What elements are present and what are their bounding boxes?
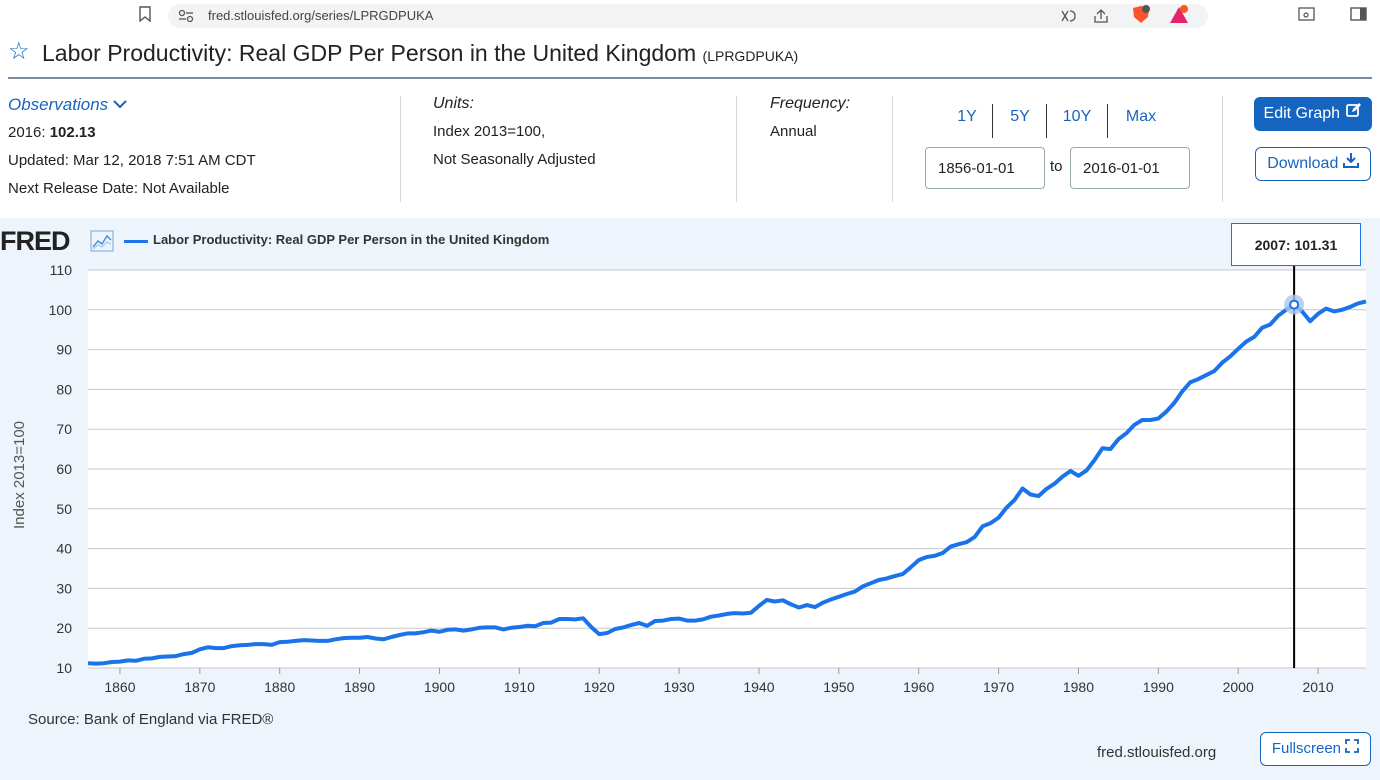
range-divider bbox=[1107, 104, 1108, 138]
y-tick-label: 60 bbox=[56, 461, 72, 477]
brave-rewards-icon[interactable] bbox=[1168, 5, 1190, 28]
date-range-to-label: to bbox=[1050, 158, 1063, 175]
x-tick-label: 1980 bbox=[1063, 679, 1094, 695]
observations-dropdown[interactable]: Observations bbox=[8, 91, 256, 119]
x-tick-label: 1950 bbox=[823, 679, 854, 695]
y-tick-label: 80 bbox=[56, 381, 72, 397]
y-tick-label: 50 bbox=[56, 501, 72, 517]
browser-toolbar: fred.stlouisfed.org/series/LPRGDPUKA bbox=[0, 0, 1380, 34]
x-tick-labels: 1860 1870 1880 1890 1900 1910 1920 1930 1940 1950… bbox=[104, 668, 1334, 695]
site-settings-icon[interactable] bbox=[178, 9, 194, 26]
range-1y-button[interactable]: 1Y bbox=[957, 108, 977, 125]
y-tick-label: 100 bbox=[49, 302, 73, 318]
y-tick-label: 110 bbox=[50, 262, 73, 278]
source-note: Source: Bank of England via FRED® bbox=[28, 711, 274, 728]
download-label: Download bbox=[1267, 155, 1339, 173]
observations-heading: Observations bbox=[8, 95, 109, 114]
y-tick-label: 30 bbox=[56, 580, 72, 596]
frequency-panel: Frequency: Annual bbox=[770, 90, 850, 146]
line-chart[interactable]: 10 20 30 40 50 60 70 80 90 100 110 1860 1870 1880 189… bbox=[0, 250, 1380, 702]
share-icon[interactable] bbox=[1092, 8, 1110, 27]
x-tick-label: 1930 bbox=[663, 679, 694, 695]
units-heading: Units: bbox=[433, 95, 474, 112]
x-tick-label: 1900 bbox=[424, 679, 455, 695]
column-divider bbox=[736, 96, 737, 202]
x-tick-label: 1890 bbox=[344, 679, 375, 695]
range-5y-button[interactable]: 5Y bbox=[1010, 108, 1030, 125]
tab-search-icon[interactable] bbox=[1298, 6, 1316, 25]
fullscreen-label: Fullscreen bbox=[1271, 740, 1342, 757]
series-group bbox=[87, 266, 1367, 668]
edit-graph-label: Edit Graph bbox=[1263, 105, 1341, 123]
start-date-input[interactable]: 1856-01-01 bbox=[925, 147, 1045, 189]
column-divider bbox=[892, 96, 893, 202]
page-title: Labor Productivity: Real GDP Per Person … bbox=[42, 40, 697, 66]
edit-icon bbox=[1346, 97, 1362, 131]
x-tick-label: 1960 bbox=[903, 679, 934, 695]
reader-mode-icon[interactable] bbox=[1060, 8, 1078, 27]
range-max-button[interactable]: Max bbox=[1125, 108, 1157, 125]
x-tick-label: 1920 bbox=[584, 679, 615, 695]
frequency-value: Annual bbox=[770, 123, 817, 140]
address-bar[interactable]: fred.stlouisfed.org/series/LPRGDPUKA bbox=[168, 4, 1208, 28]
download-icon bbox=[1342, 148, 1359, 180]
y-tick-label: 10 bbox=[56, 660, 72, 676]
page-title-row: ☆ Labor Productivity: Real GDP Per Perso… bbox=[8, 38, 1372, 70]
next-release-text: Next Release Date: Not Available bbox=[8, 180, 230, 197]
chevron-down-icon bbox=[112, 92, 128, 120]
column-divider bbox=[1222, 96, 1223, 202]
y-tick-label: 90 bbox=[56, 342, 72, 358]
data-tooltip: 2007: 101.31 bbox=[1231, 223, 1361, 266]
units-panel: Units: Index 2013=100, Not Seasonally Ad… bbox=[433, 90, 596, 174]
highlight-point[interactable] bbox=[1289, 299, 1300, 310]
range-divider bbox=[992, 104, 993, 138]
series-line[interactable] bbox=[87, 299, 1367, 666]
x-tick-label: 1990 bbox=[1143, 679, 1174, 695]
y-tick-label: 20 bbox=[56, 620, 72, 636]
range-10y-button[interactable]: 10Y bbox=[1062, 108, 1092, 125]
fullscreen-icon bbox=[1345, 733, 1360, 765]
fred-logo: FRED bbox=[0, 226, 70, 256]
edit-graph-button[interactable]: Edit Graph bbox=[1254, 97, 1372, 131]
x-tick-label: 1970 bbox=[983, 679, 1014, 695]
chart-type-icon bbox=[90, 230, 114, 257]
tooltip-year: 2007: bbox=[1254, 237, 1291, 253]
favorite-star-icon[interactable]: ☆ bbox=[8, 38, 30, 65]
title-divider bbox=[8, 77, 1372, 79]
y-tick-label: 70 bbox=[56, 421, 72, 437]
download-button[interactable]: Download bbox=[1255, 147, 1371, 181]
column-divider bbox=[400, 96, 401, 202]
x-tick-label: 2000 bbox=[1223, 679, 1254, 695]
units-line-2: Not Seasonally Adjusted bbox=[433, 151, 596, 168]
x-tick-label: 1870 bbox=[184, 679, 215, 695]
latest-observation-label: 2016: bbox=[8, 124, 46, 141]
latest-observation-value: 102.13 bbox=[49, 124, 96, 141]
brave-shield-icon[interactable] bbox=[1130, 5, 1152, 28]
sidebar-icon[interactable] bbox=[1350, 6, 1368, 25]
y-tick-label: 40 bbox=[56, 541, 72, 557]
x-tick-label: 1910 bbox=[504, 679, 535, 695]
tooltip-value: 101.31 bbox=[1294, 237, 1338, 253]
frequency-heading: Frequency: bbox=[770, 95, 851, 112]
site-credit: fred.stlouisfed.org bbox=[1097, 744, 1217, 761]
observations-panel: Observations 2016: 102.13 Updated: Mar 1… bbox=[8, 91, 256, 203]
x-tick-label: 1940 bbox=[743, 679, 774, 695]
y-axis-label: Index 2013=100 bbox=[11, 421, 28, 529]
grid-lines bbox=[88, 269, 1366, 669]
y-tick-labels: 10 20 30 40 50 60 70 80 90 100 110 bbox=[49, 262, 73, 676]
range-divider bbox=[1046, 104, 1047, 138]
x-tick-label: 1880 bbox=[264, 679, 295, 695]
legend-label: Labor Productivity: Real GDP Per Person … bbox=[153, 232, 550, 247]
updated-text: Updated: Mar 12, 2018 7:51 AM CDT bbox=[8, 152, 256, 169]
fullscreen-button[interactable]: Fullscreen bbox=[1260, 732, 1371, 766]
x-tick-label: 1860 bbox=[104, 679, 135, 695]
end-date-input[interactable]: 2016-01-01 bbox=[1070, 147, 1190, 189]
series-id: (LPRGDPUKA) bbox=[702, 48, 799, 64]
x-tick-label: 2010 bbox=[1302, 679, 1333, 695]
legend-swatch bbox=[124, 240, 148, 243]
units-line-1: Index 2013=100, bbox=[433, 123, 546, 140]
url-text: fred.stlouisfed.org/series/LPRGDPUKA bbox=[208, 8, 434, 23]
bookmark-icon[interactable] bbox=[138, 6, 152, 25]
